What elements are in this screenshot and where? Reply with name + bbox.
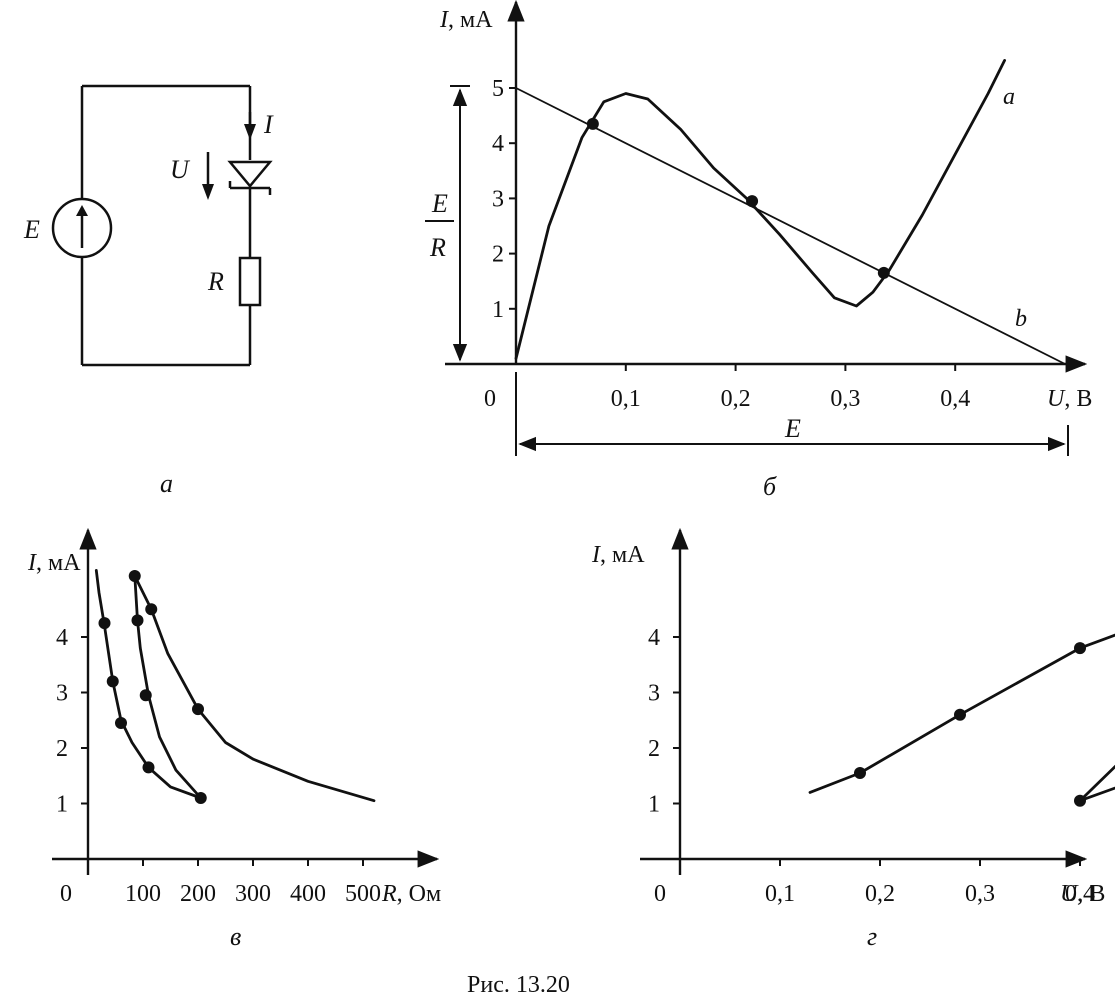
series-line-2 <box>515 87 1066 365</box>
x-tick-label: 0,4 <box>940 386 970 412</box>
origin-label: 0 <box>654 881 666 907</box>
y-tick-label: 4 <box>648 625 660 651</box>
x-axis-unit: , Ом <box>397 881 442 907</box>
x-axis-symbol: U <box>1047 386 1066 412</box>
x-axis-label: R, Ом <box>381 881 441 907</box>
x-tick-label: 0,2 <box>721 386 751 412</box>
data-point <box>115 717 127 730</box>
data-point <box>139 689 152 702</box>
series-line-3 <box>1078 786 1115 803</box>
data-point <box>746 195 759 208</box>
x-axis-symbol: U <box>1060 881 1079 907</box>
series-label-a: a <box>1003 84 1015 110</box>
y-axis-symbol: I <box>27 550 37 576</box>
x-axis-label: U, В <box>1047 386 1092 412</box>
source-arrow-head-icon <box>76 205 88 216</box>
y-axis-symbol: I <box>591 542 601 568</box>
y-tick-label: 4 <box>56 625 68 651</box>
data-point <box>131 614 144 627</box>
data-point <box>877 266 890 279</box>
x-tick-label: 100 <box>125 881 161 907</box>
resistor-label: R <box>207 267 224 296</box>
y-axis-label: I, мА <box>591 542 645 568</box>
er-numerator: E <box>431 189 448 218</box>
tunnel-diode-symbol <box>227 160 273 195</box>
data-point <box>1074 794 1086 807</box>
x-axis-unit: , В <box>1064 386 1092 412</box>
y-tick-label: 4 <box>492 131 504 157</box>
y-tick-label: 1 <box>648 792 660 818</box>
current-arrow-head-icon <box>244 124 256 140</box>
panel-label-b: б <box>763 472 777 501</box>
origin-label: 0 <box>484 386 496 412</box>
voltage-label: U <box>170 155 191 184</box>
x-tick-label: 0,1 <box>765 881 795 907</box>
y-tick-label: 5 <box>492 76 504 102</box>
panel-label-c: в <box>230 922 241 951</box>
data-point <box>194 791 207 804</box>
data-point <box>192 703 204 716</box>
chart-c: 1 2 3 4 100 200 300 400 500 0 I, мА R, Ом <box>27 527 441 907</box>
panel-label-d: г <box>867 922 877 951</box>
x-tick-label: 0,3 <box>830 386 860 412</box>
y-tick-label: 1 <box>492 297 504 323</box>
y-tick-label: 2 <box>56 736 68 762</box>
circuit-diagram <box>51 84 273 367</box>
data-point <box>142 761 155 774</box>
current-label: I <box>263 110 274 139</box>
y-tick-label: 3 <box>648 681 660 707</box>
series-line-3 <box>133 574 376 803</box>
data-point <box>586 117 599 130</box>
er-denominator: R <box>429 233 446 262</box>
y-tick-label: 3 <box>56 681 68 707</box>
x-tick-label: 0,1 <box>611 386 641 412</box>
figure-caption: Рис. 13.20 <box>467 972 570 998</box>
x-tick-label: 0,3 <box>965 881 995 907</box>
data-point <box>954 708 966 721</box>
y-axis-symbol: I <box>439 7 449 33</box>
y-axis-unit: , мА <box>36 550 81 576</box>
x-tick-label: 0,4 <box>1065 881 1095 907</box>
series-label-b: b <box>1015 306 1027 332</box>
voltage-source-symbol <box>51 197 113 259</box>
data-point <box>106 675 119 688</box>
y-axis-unit: , мА <box>448 7 493 33</box>
y-axis-unit: , мА <box>600 542 645 568</box>
origin-label: 0 <box>60 881 72 907</box>
source-label: E <box>23 215 40 244</box>
x-tick-label: 300 <box>235 881 271 907</box>
series-line-2 <box>1078 764 1115 803</box>
y-tick-label: 3 <box>492 186 504 212</box>
y-tick-label: 2 <box>648 736 660 762</box>
x-axis-symbol: R <box>381 881 397 907</box>
x-tick-label: 500 <box>345 881 381 907</box>
x-tick-label: 0,2 <box>865 881 895 907</box>
y-tick-label: 2 <box>492 242 504 268</box>
x-axis-unit: , В <box>1077 881 1105 907</box>
resistor-symbol <box>238 256 262 307</box>
data-point <box>128 569 141 582</box>
data-point <box>854 766 866 779</box>
series-line-1 <box>808 633 1115 794</box>
y-axis-label: I, мА <box>439 7 493 33</box>
data-point <box>1074 642 1086 655</box>
panel-label-a: a <box>160 469 173 498</box>
y-tick-label: 1 <box>56 792 68 818</box>
x-tick-label: 400 <box>290 881 326 907</box>
voltage-arrow-head-icon <box>202 184 214 200</box>
e-span-label: E <box>784 414 801 443</box>
data-point <box>145 603 158 616</box>
x-axis-label: U, В <box>1060 881 1105 907</box>
data-point <box>98 617 111 630</box>
series-line-1 <box>514 59 1006 360</box>
y-axis-label: I, мА <box>27 550 81 576</box>
x-tick-label: 200 <box>180 881 216 907</box>
